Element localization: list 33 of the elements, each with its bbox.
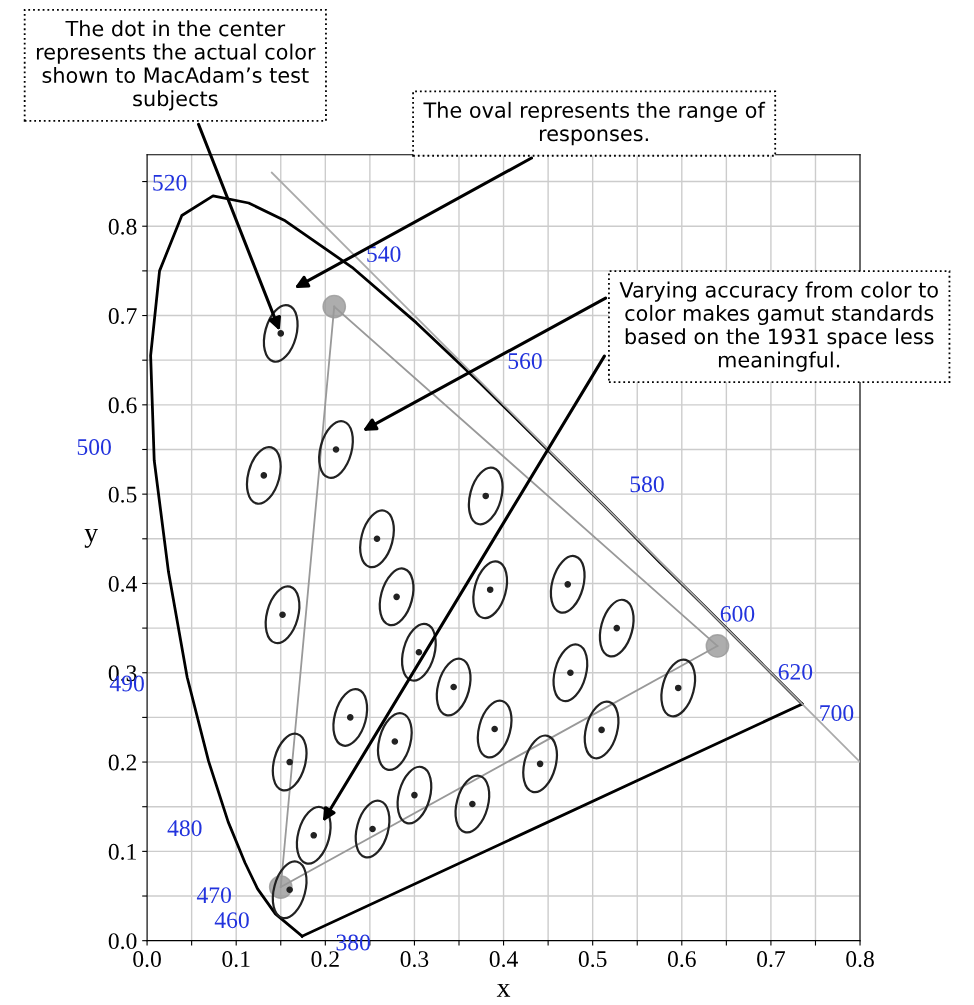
x-axis-title: x	[496, 983, 511, 997]
annotation: The dot in the center represents the actual color shown to MacAdam’s test subjects	[36, 20, 316, 111]
annotation: 600	[720, 605, 755, 622]
x-tick-label: 0.5	[578, 951, 607, 968]
annotation: Varying accuracy from color to color makes gamut standards based on the 1931 space less meaningful.	[619, 281, 938, 372]
x-tick-label: 0.4	[489, 951, 518, 968]
y-axis-title: y	[84, 528, 99, 548]
annotation: 580	[630, 476, 664, 493]
x-tick-label: 0.2	[311, 951, 339, 968]
y-tick-label: 0.6	[108, 397, 137, 414]
y-tick-label: 0.7	[108, 308, 137, 325]
annotation: 540	[367, 246, 401, 263]
y-tick-label: 0.8	[108, 218, 137, 235]
annotation: 700	[820, 705, 854, 722]
annotation: 560	[508, 353, 542, 369]
text: The oval represents the range of responses.	[423, 101, 766, 146]
y-tick-label: 0.5	[108, 486, 137, 503]
annotation: 500	[77, 439, 111, 455]
annotation: 470	[196, 887, 231, 904]
x-tick-label: 0.1	[222, 951, 250, 968]
y-tick-label: 0.0	[108, 933, 137, 950]
x-tick-label: 0.7	[757, 951, 785, 968]
annotation: 620	[778, 663, 813, 680]
y-tick-label: 0.1	[108, 843, 136, 860]
annotation: 520	[153, 174, 187, 191]
x-tick-label: 0.0	[133, 951, 161, 968]
x-tick-label: 0.3	[400, 951, 429, 968]
x-tick-label: 0.6	[667, 951, 696, 968]
y-tick-label: 0.4	[108, 575, 137, 592]
annotation: 460	[214, 912, 249, 929]
annotation: 480	[167, 820, 202, 837]
y-tick-label: 0.2	[108, 754, 137, 771]
x-tick-label: 0.8	[846, 951, 874, 968]
